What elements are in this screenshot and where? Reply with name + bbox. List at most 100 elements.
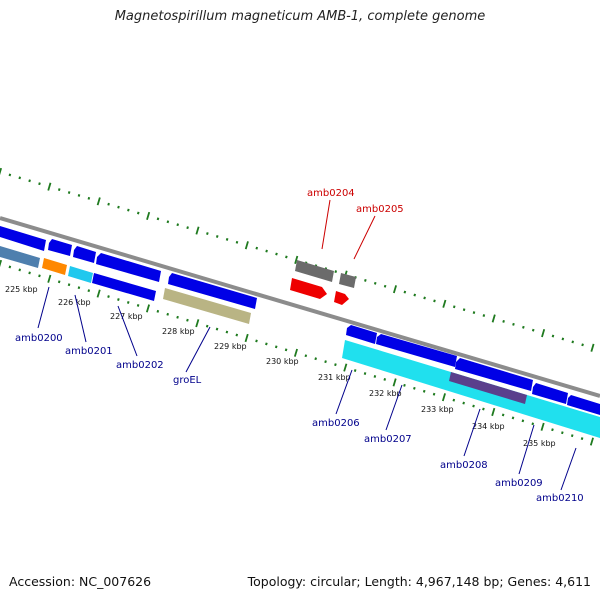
tick-mark (195, 319, 200, 328)
tick-mark (8, 265, 12, 269)
tick-mark (511, 416, 515, 420)
gene-feature[interactable] (68, 266, 93, 283)
ruler-label: 227 kbp (110, 312, 143, 321)
tick-mark (136, 211, 140, 215)
leader-line (385, 384, 403, 431)
tick-mark (77, 286, 81, 290)
tick-mark (422, 389, 426, 393)
tick-mark (501, 413, 505, 417)
gene-label-amb0210[interactable]: amb0210 (536, 493, 584, 504)
tick-mark (127, 208, 130, 212)
tick-mark (255, 246, 259, 250)
tick-mark (156, 217, 160, 221)
gene-feature[interactable] (0, 226, 46, 251)
tick-mark (433, 299, 436, 303)
tick-mark (293, 348, 298, 357)
gene-feature[interactable] (42, 258, 67, 275)
gene-feature[interactable] (455, 358, 533, 391)
tick-mark (482, 407, 485, 411)
tick-mark (166, 220, 170, 224)
gene-feature[interactable] (295, 260, 334, 282)
tick-mark (156, 309, 160, 313)
tick-mark (186, 318, 189, 322)
gene-feature[interactable] (0, 246, 40, 268)
tick-mark (117, 205, 120, 209)
ruler-labels: 225 kbp 226 kbp 227 kbp 228 kbp 229 kbp … (5, 285, 556, 448)
gene-feature[interactable] (342, 340, 600, 438)
gene-label-amb0205[interactable]: amb0205 (356, 204, 404, 215)
gene-label-amb0207[interactable]: amb0207 (364, 434, 412, 445)
highlighted-features (290, 260, 356, 305)
tick-mark (531, 328, 535, 332)
tick-mark (334, 270, 338, 274)
tick-mark (363, 372, 367, 375)
reverse-strand-genes (0, 246, 600, 438)
tick-mark (580, 437, 584, 441)
gene-feature[interactable] (334, 291, 349, 305)
tick-mark (373, 281, 377, 285)
tick-mark (541, 329, 546, 338)
tick-mark (324, 360, 327, 364)
gene-feature[interactable] (346, 325, 377, 344)
tick-mark (284, 348, 288, 352)
tick-mark (472, 404, 475, 408)
gene-feature[interactable] (339, 273, 356, 288)
ruler-label: 225 kbp (5, 285, 38, 294)
leader-line (321, 199, 331, 250)
tick-mark (462, 401, 465, 405)
tick-mark (206, 232, 209, 235)
tick-mark (195, 226, 200, 235)
tick-mark (570, 434, 574, 438)
gene-label-amb0204[interactable]: amb0204 (307, 188, 355, 199)
tick-mark (561, 431, 564, 435)
tick-mark (512, 322, 515, 326)
tick-mark (96, 289, 101, 298)
gene-label-amb0208[interactable]: amb0208 (440, 460, 488, 471)
gene-feature[interactable] (92, 273, 156, 301)
ruler-label: 226 kbp (58, 298, 91, 307)
gene-feature[interactable] (290, 278, 327, 299)
gene-feature[interactable] (96, 253, 161, 282)
tick-mark (571, 340, 575, 344)
tick-mark (145, 304, 150, 313)
tick-mark (215, 327, 219, 331)
gene-label-amb0200[interactable]: amb0200 (15, 333, 63, 344)
gene-feature[interactable] (73, 246, 96, 263)
ruler-label: 230 kbp (266, 357, 299, 366)
tick-mark (215, 235, 219, 238)
gene-label-amb0202[interactable]: amb0202 (116, 360, 164, 371)
gene-feature[interactable] (168, 273, 257, 309)
gene-feature[interactable] (532, 383, 568, 404)
gene-label-amb0201[interactable]: amb0201 (65, 346, 113, 357)
ruler-label: 232 kbp (369, 389, 402, 398)
tick-mark (482, 314, 486, 317)
gene-feature[interactable] (376, 334, 457, 367)
tick-mark (117, 298, 120, 301)
leader-line (463, 408, 481, 457)
tick-mark (551, 334, 555, 338)
tick-mark (176, 223, 180, 227)
tick-mark (442, 299, 447, 308)
ruler-label: 229 kbp (214, 342, 247, 351)
tick-mark (96, 197, 101, 206)
leader-line (560, 447, 577, 491)
tick-mark (225, 237, 229, 241)
gene-label-amb0209[interactable]: amb0209 (495, 478, 543, 489)
gene-label-amb0206[interactable]: amb0206 (312, 418, 360, 429)
tick-mark (502, 319, 505, 323)
tick-mark (0, 167, 3, 176)
tick-mark (67, 283, 71, 287)
tick-mark (235, 333, 239, 337)
genome-backbone (0, 216, 600, 398)
gene-feature[interactable] (48, 239, 72, 256)
gene-feature[interactable] (567, 395, 600, 415)
tick-mark (403, 290, 407, 294)
tick-mark (403, 383, 406, 387)
gene-feature[interactable] (163, 288, 251, 324)
tick-mark (452, 305, 456, 309)
gene-label-groEL[interactable]: groEL (173, 375, 202, 386)
tick-mark (392, 378, 397, 387)
tick-mark (265, 342, 268, 346)
gene-feature[interactable] (449, 372, 527, 404)
tick-mark (244, 241, 249, 250)
